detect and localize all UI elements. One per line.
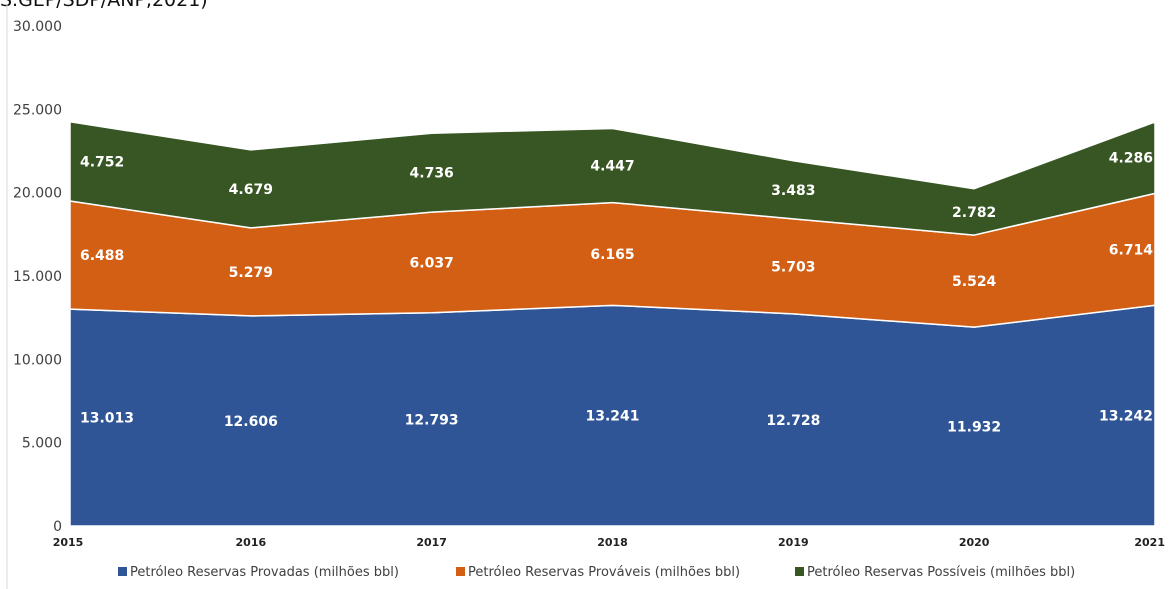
area-series-3 <box>69 121 1156 236</box>
x-axis: 2015 2016 2017 2018 2019 2020 2021 <box>53 536 1165 549</box>
cropped-source-caption: S.GEP/SDP/ANP,2021) <box>0 0 208 11</box>
data-label: 12.606 <box>224 414 278 430</box>
legend: Petróleo Reservas Provadas (milhões bbl)… <box>118 565 1075 580</box>
data-label: 5.524 <box>952 274 997 290</box>
y-tick-label: 5.000 <box>22 436 62 452</box>
y-tick-label: 30.000 <box>13 19 62 35</box>
y-tick-label: 20.000 <box>13 186 62 202</box>
x-tick-label: 2021 <box>1134 536 1165 549</box>
data-label: 12.793 <box>405 412 459 428</box>
legend-entry: Petróleo Reservas Possíveis (milhões bbl… <box>795 565 1075 580</box>
legend-label: Petróleo Reservas Prováveis (milhões bbl… <box>468 565 740 580</box>
x-tick-label: 2017 <box>416 536 447 549</box>
data-labels: 13.013 12.606 12.793 13.241 12.728 11.932 13.2… <box>80 151 1153 436</box>
x-tick-label: 2020 <box>959 536 990 549</box>
data-label: 4.752 <box>80 154 124 170</box>
legend-entry: Petróleo Reservas Prováveis (milhões bbl… <box>456 565 740 580</box>
data-label: 4.679 <box>229 182 273 198</box>
data-label: 2.782 <box>952 205 996 221</box>
x-tick-label: 2018 <box>597 536 628 549</box>
data-label: 13.242 <box>1099 409 1153 425</box>
x-tick-label: 2016 <box>236 536 267 549</box>
data-label: 13.241 <box>585 409 639 425</box>
y-axis: 0 5.000 10.000 15.000 20.000 25.000 30.000 <box>13 19 62 535</box>
y-tick-label: 15.000 <box>13 269 62 285</box>
data-label: 11.932 <box>947 420 1001 436</box>
data-label: 13.013 <box>80 411 134 427</box>
legend-label: Petróleo Reservas Possíveis (milhões bbl… <box>807 565 1075 580</box>
x-tick-label: 2015 <box>53 536 84 549</box>
area-layers <box>69 121 1156 527</box>
y-tick-label: 25.000 <box>13 102 62 118</box>
legend-swatch <box>795 567 804 576</box>
data-label: 6.488 <box>80 248 124 264</box>
data-label: 4.447 <box>590 159 634 175</box>
legend-entry: Petróleo Reservas Provadas (milhões bbl) <box>118 565 399 580</box>
data-label: 6.714 <box>1109 242 1154 258</box>
data-label: 5.703 <box>771 259 815 275</box>
data-label: 4.286 <box>1109 151 1153 167</box>
x-tick-label: 2019 <box>778 536 809 549</box>
legend-label: Petróleo Reservas Provadas (milhões bbl) <box>130 565 399 580</box>
data-label: 5.279 <box>229 265 273 281</box>
y-tick-label: 10.000 <box>13 352 62 368</box>
data-label: 4.736 <box>410 166 454 182</box>
y-tick-label: 0 <box>53 519 62 535</box>
data-label: 6.165 <box>590 247 634 263</box>
legend-swatch <box>456 567 465 576</box>
data-label: 12.728 <box>766 413 820 429</box>
legend-swatch <box>118 567 127 576</box>
data-label: 6.037 <box>410 255 454 271</box>
data-label: 3.483 <box>771 183 815 199</box>
